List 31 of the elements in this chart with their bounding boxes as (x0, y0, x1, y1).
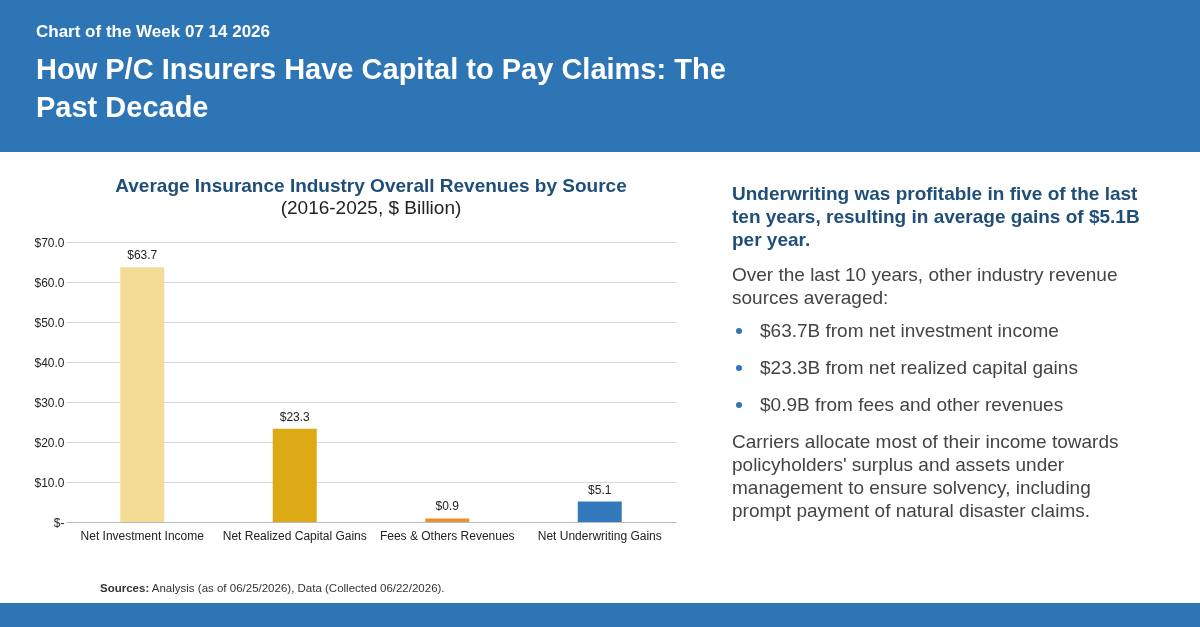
data-label: $5.1 (588, 482, 612, 497)
y-tick-label: $10.0 (34, 475, 65, 490)
y-tick-label: $50.0 (34, 315, 65, 330)
y-tick-label: $40.0 (34, 355, 65, 370)
text: $0.9B from fees and other revenues (760, 394, 1064, 415)
source-note: Sources: Analysis (as of 06/25/2026), Data (Collected 06/22/2026). (100, 582, 445, 594)
y-tick-label: $20.0 (34, 435, 65, 450)
bar (425, 518, 470, 522)
y-tick-label: $- (53, 515, 65, 530)
bar (577, 501, 622, 522)
chart-title: Average Insurance Industry Overall Revenues by Source (115, 175, 627, 196)
text: Carriers allocate most of their income towards policyholders' surplus and assets under management to ensure solvency, including prompt payment of natural disaster claims. (732, 430, 1120, 522)
y-tick-label: $30.0 (34, 395, 65, 410)
text: $63.7B from net investment income (760, 320, 1059, 341)
x-tick-label: Fees & Others Revenues (379, 528, 515, 543)
data-label: $63.7 (127, 248, 158, 263)
data-label: $23.3 (279, 409, 311, 424)
text: $23.3B from net realized capital gains (760, 357, 1078, 378)
bar (120, 267, 165, 522)
x-tick-label: Net Realized Capital Gains (222, 528, 367, 543)
bar (272, 428, 317, 522)
text: Over the last 10 years, other industry revenue sources averaged: (732, 263, 1119, 309)
chart-subtitle: (2016-2025, $ Billion) (280, 197, 462, 218)
y-tick-label: $70.0 (34, 235, 65, 250)
text: Underwriting was profitable in five of the last ten years, resulting in average gains of $5.1B per year. (732, 182, 1141, 251)
text: How P/C Insurers Have Capital to Pay Claims: The Past Decade (36, 52, 727, 125)
x-tick-label: Net Investment Income (80, 528, 205, 543)
x-tick-label: Net Underwriting Gains (537, 528, 662, 543)
data-label: $0.9 (435, 499, 460, 514)
y-tick-label: $60.0 (34, 275, 65, 290)
text: Chart of the Week 07 14 2026 (36, 22, 271, 42)
